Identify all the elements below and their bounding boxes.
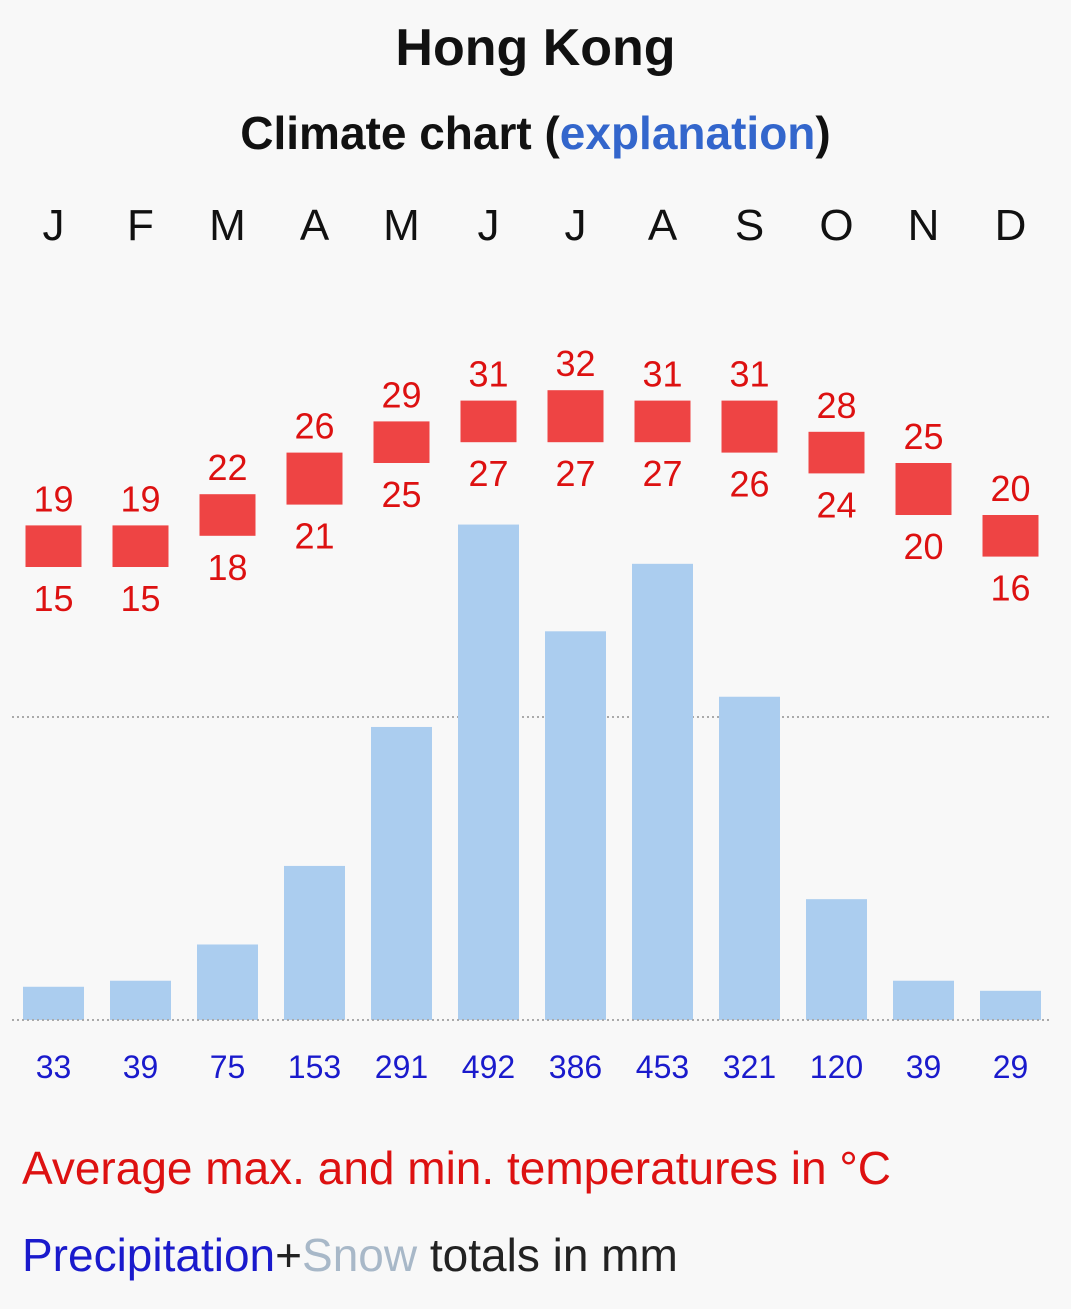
min-temperature-label: 26 — [729, 464, 769, 505]
temperature-range-box — [982, 515, 1039, 557]
precipitation-value: 453 — [636, 1049, 689, 1085]
precipitation-value: 75 — [210, 1049, 246, 1085]
max-temperature-label: 32 — [555, 343, 595, 384]
month-label: J — [478, 201, 500, 250]
max-temperature-label: 19 — [33, 478, 73, 519]
month-label: M — [383, 201, 420, 250]
temperature-range-box — [373, 421, 430, 463]
precipitation-bar — [197, 944, 258, 1020]
precipitation-bar — [545, 631, 606, 1020]
precipitation-bar — [806, 899, 867, 1020]
temperature-range-box — [547, 390, 604, 443]
min-temperature-label: 27 — [555, 453, 595, 494]
temperature-range-box — [634, 400, 691, 443]
max-temperature-label: 31 — [642, 354, 682, 395]
max-temperature-label: 20 — [990, 468, 1030, 509]
precipitation-legend: Precipitation+Snow totals in mm — [22, 1228, 678, 1282]
min-temperature-label: 24 — [816, 484, 856, 525]
precipitation-value: 29 — [993, 1049, 1029, 1085]
max-temperature-label: 29 — [381, 374, 421, 415]
month-label: S — [735, 201, 764, 250]
precipitation-word: Precipitation — [22, 1229, 276, 1281]
chart-subtitle: Climate chart (explanation) — [0, 106, 1071, 160]
month-label: M — [209, 201, 246, 250]
precipitation-value: 321 — [723, 1049, 776, 1085]
min-temperature-label: 16 — [990, 568, 1030, 609]
min-temperature-label: 21 — [294, 516, 334, 557]
max-temperature-label: 19 — [120, 478, 160, 519]
temperature-range-box — [460, 400, 517, 443]
precipitation-value: 492 — [462, 1049, 515, 1085]
snow-word: Snow — [302, 1229, 418, 1281]
precipitation-bar — [632, 563, 693, 1020]
climate-chart: J 33 19 15 F 39 19 15 M 75 22 18 A 153 26 21 M 291 29 25 J 49… — [12, 201, 1050, 1085]
precipitation-bar — [458, 524, 519, 1020]
precipitation-value: 33 — [36, 1049, 72, 1085]
temperature-legend: Average max. and min. temperatures in °C — [22, 1142, 891, 1194]
precipitation-bar — [371, 726, 432, 1020]
min-temperature-label: 15 — [33, 578, 73, 619]
month-label: D — [995, 201, 1027, 250]
temperature-range-box — [895, 463, 952, 515]
precipitation-bar — [110, 980, 171, 1020]
page-title: Hong Kong — [395, 19, 676, 77]
max-temperature-label: 31 — [468, 354, 508, 395]
subtitle-suffix: ) — [815, 107, 831, 159]
min-temperature-label: 25 — [381, 474, 421, 515]
max-temperature-label: 25 — [903, 416, 943, 457]
precipitation-value: 291 — [375, 1049, 428, 1085]
min-temperature-label: 18 — [207, 547, 247, 588]
month-label: O — [819, 201, 853, 250]
month-label: J — [565, 201, 587, 250]
precipitation-bar — [284, 865, 345, 1020]
temperature-range-box — [199, 494, 256, 536]
max-temperature-label: 28 — [816, 385, 856, 426]
temperature-range-box — [25, 525, 82, 567]
precipitation-value: 153 — [288, 1049, 341, 1085]
precipitation-value: 120 — [810, 1049, 863, 1085]
max-temperature-label: 26 — [294, 406, 334, 447]
precipitation-value: 39 — [906, 1049, 942, 1085]
temperature-range-box — [112, 525, 169, 567]
month-label: A — [648, 201, 678, 250]
min-temperature-label: 15 — [120, 578, 160, 619]
precipitation-bar — [980, 990, 1041, 1020]
min-temperature-label: 27 — [468, 453, 508, 494]
temperature-range-box — [286, 452, 343, 505]
min-temperature-label: 27 — [642, 453, 682, 494]
precipitation-bar — [23, 986, 84, 1020]
month-label: F — [127, 201, 154, 250]
precipitation-bar — [893, 980, 954, 1020]
plus-sign: + — [275, 1229, 303, 1281]
temperature-range-box — [808, 431, 865, 474]
month-label: A — [300, 201, 330, 250]
totals-text: totals in mm — [417, 1229, 678, 1281]
precipitation-bar — [719, 696, 780, 1020]
precipitation-value: 39 — [123, 1049, 159, 1085]
temperature-range-box — [721, 400, 778, 453]
max-temperature-label: 31 — [729, 354, 769, 395]
subtitle-prefix: Climate chart ( — [240, 107, 560, 159]
max-temperature-label: 22 — [207, 447, 247, 488]
month-label: J — [43, 201, 65, 250]
min-temperature-label: 20 — [903, 526, 943, 567]
month-label: N — [908, 201, 940, 250]
precipitation-value: 386 — [549, 1049, 602, 1085]
explanation-link[interactable]: explanation — [559, 107, 816, 159]
